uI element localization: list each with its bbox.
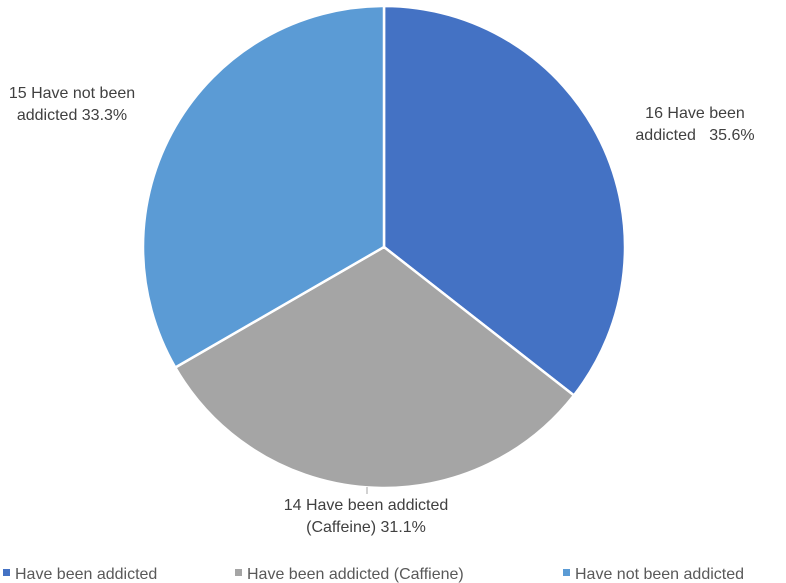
data-labels: 16 Have been addicted 35.6% 14 Have been a… <box>9 85 755 536</box>
legend-label-have-been-addicted: Have been addicted <box>15 566 157 583</box>
legend-swatch-have-not-been-addicted <box>563 569 570 576</box>
pie-slice-have-been-addicted <box>382 4 627 397</box>
legend-label-have-not-been-addicted: Have not been addicted <box>575 566 744 583</box>
data-label-have-been-addicted-caffeine: 14 Have been addicted (Caffeine) 31.1% <box>284 497 449 536</box>
data-label-have-not-been-addicted: 15 Have not been addicted 33.3% <box>9 85 135 124</box>
pie-slices <box>141 4 627 490</box>
pie-slice-have-not-been-addicted <box>141 4 386 369</box>
legend: Have been addicted Have been addicted (Ca… <box>3 566 744 583</box>
legend-swatch-have-been-addicted-caffeine <box>235 569 242 576</box>
legend-label-have-been-addicted-caffeine: Have been addicted (Caffiene) <box>247 566 464 583</box>
legend-swatch-have-been-addicted <box>3 569 10 576</box>
data-label-have-been-addicted: 16 Have been addicted 35.6% <box>635 105 754 144</box>
